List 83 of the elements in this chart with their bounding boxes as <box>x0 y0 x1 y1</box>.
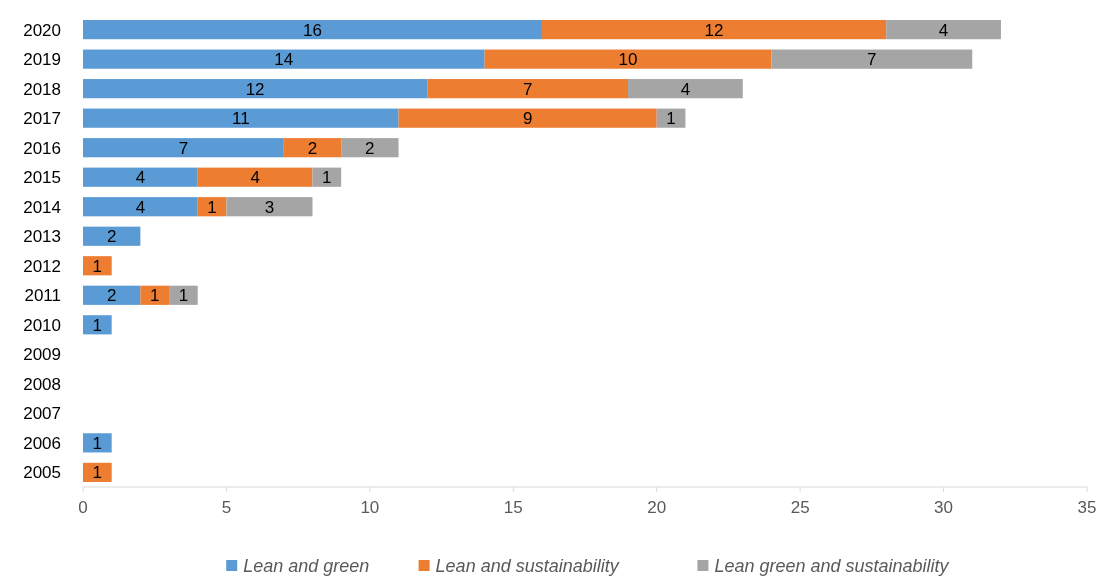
data-label: 10 <box>618 50 638 70</box>
y-tick-label: 2010 <box>23 315 61 335</box>
y-tick-label: 2019 <box>23 50 61 70</box>
data-label: 12 <box>245 79 265 99</box>
bar <box>83 226 141 246</box>
bar <box>83 197 198 217</box>
y-tick-label: 2008 <box>23 374 61 394</box>
data-label: 7 <box>178 138 189 158</box>
y-tick-label: 2006 <box>23 433 61 453</box>
x-tick-label: 25 <box>790 498 810 517</box>
bar <box>83 256 112 276</box>
data-label: 4 <box>135 168 146 188</box>
bar <box>197 167 313 187</box>
bar <box>83 20 542 40</box>
y-tick-label: 2018 <box>23 79 61 99</box>
bar <box>83 49 485 69</box>
data-label: 2 <box>307 138 318 158</box>
x-tick-label: 10 <box>360 498 380 517</box>
data-label: 14 <box>274 50 294 70</box>
legend-label: Lean and green <box>243 556 370 576</box>
data-label: 2 <box>106 286 117 306</box>
data-label: 7 <box>867 50 877 70</box>
x-tick-label: 30 <box>934 498 954 517</box>
bar <box>541 20 887 40</box>
bar <box>484 49 772 69</box>
data-label: 4 <box>250 168 260 188</box>
y-tick-label: 2016 <box>23 138 61 158</box>
bar <box>83 462 112 482</box>
bar <box>226 197 313 217</box>
data-label: 11 <box>231 109 250 129</box>
data-label: 4 <box>680 79 691 99</box>
data-label: 16 <box>303 20 322 40</box>
x-tick-label: 0 <box>78 498 88 517</box>
data-label: 12 <box>704 20 724 40</box>
bar <box>83 167 198 187</box>
data-label: 2 <box>365 138 375 158</box>
x-tick-label: 15 <box>503 498 523 517</box>
data-label: 4 <box>135 197 146 217</box>
bar <box>83 433 112 453</box>
y-tick-label: 2011 <box>24 286 61 306</box>
data-label: 2 <box>106 227 117 247</box>
bar <box>312 167 342 187</box>
bar <box>341 138 399 158</box>
data-label: 1 <box>92 433 103 453</box>
bar <box>427 79 629 99</box>
bar <box>283 138 342 158</box>
y-tick-label: 2017 <box>23 109 61 129</box>
x-tick-label: 20 <box>647 498 667 517</box>
bar <box>398 108 657 128</box>
data-label: 1 <box>92 463 103 483</box>
bar <box>140 285 170 305</box>
bar <box>628 79 743 99</box>
data-label: 1 <box>149 286 160 306</box>
y-tick-label: 2007 <box>23 404 61 424</box>
bar <box>169 285 198 305</box>
data-label: 1 <box>92 315 103 335</box>
y-tick-label: 2013 <box>23 227 61 247</box>
y-tick-label: 2012 <box>23 256 61 276</box>
data-label: 9 <box>522 109 533 129</box>
bar <box>83 138 284 158</box>
legend-label: Lean and sustainability <box>435 556 620 576</box>
bar <box>886 20 1001 40</box>
data-label: 4 <box>938 20 949 40</box>
y-tick-label: 2009 <box>23 345 61 365</box>
data-label: 3 <box>264 197 275 217</box>
bar <box>83 315 112 335</box>
data-label: 7 <box>522 79 533 99</box>
y-tick-label: 2015 <box>23 168 61 188</box>
bar <box>83 79 428 99</box>
data-label: 1 <box>322 168 332 188</box>
x-tick-label: 5 <box>221 498 232 517</box>
y-tick-label: 2020 <box>23 20 61 40</box>
y-tick-label: 2014 <box>23 197 61 217</box>
bar <box>771 49 973 69</box>
data-label: 1 <box>666 109 676 129</box>
y-tick-label: 2005 <box>23 463 61 483</box>
legend-label: Lean green and sustainability <box>714 556 950 576</box>
data-label: 1 <box>92 256 103 276</box>
data-label: 1 <box>207 197 217 217</box>
x-tick-label: 35 <box>1077 498 1097 517</box>
bar <box>83 285 141 305</box>
bar <box>83 108 399 128</box>
data-label: 1 <box>178 286 189 306</box>
